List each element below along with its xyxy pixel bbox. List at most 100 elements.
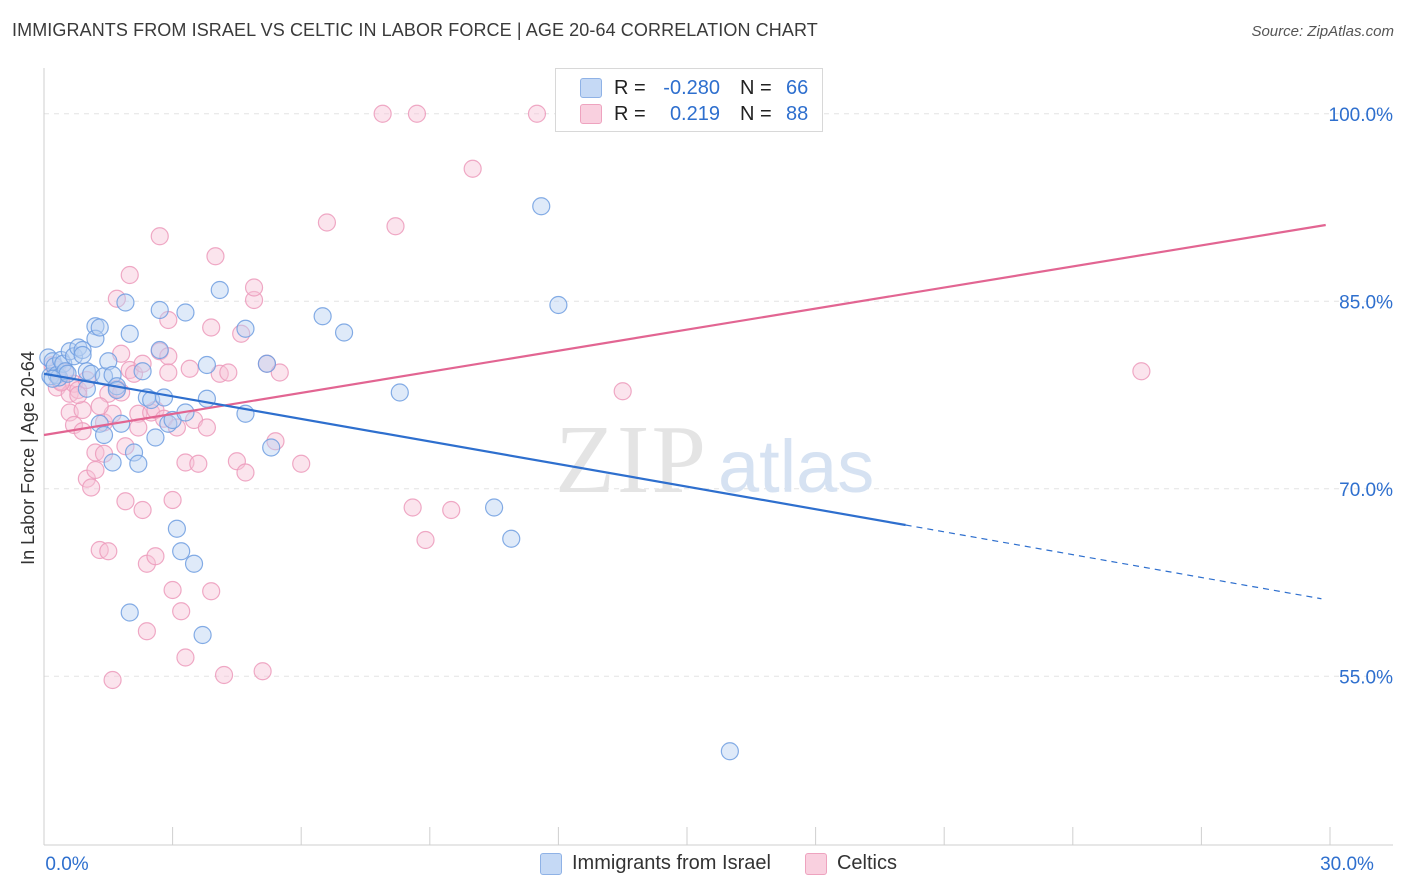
- israel-point: [390, 383, 409, 402]
- celtics-point: [386, 217, 405, 236]
- legend-label-celtics: Celtics: [836, 852, 897, 874]
- legend-row-israel: R = -0.280 N = 66: [580, 75, 808, 101]
- israel-point: [73, 340, 92, 360]
- axes: [43, 68, 1393, 846]
- israel-point: [532, 197, 551, 216]
- n-label: N =: [740, 76, 772, 99]
- celtics-point: [270, 363, 289, 382]
- israel-point: [176, 303, 195, 322]
- n-value-celtics: 88: [786, 102, 809, 125]
- celtics-point: [236, 463, 255, 482]
- celtics-trend-line: [43, 223, 1326, 437]
- israel-point: [107, 380, 126, 400]
- israel-point: [172, 542, 191, 561]
- celtics-point: [86, 460, 105, 480]
- israel-point: [334, 323, 354, 342]
- celtics-point: [292, 454, 311, 473]
- israel-point: [549, 295, 568, 315]
- israel-point: [99, 352, 118, 371]
- israel-point: [150, 300, 169, 320]
- celtics-point: [73, 400, 92, 420]
- legend-row-celtics: R = 0.219 N = 88: [580, 101, 808, 127]
- celtics-point: [202, 318, 221, 337]
- celtics-point: [317, 213, 337, 232]
- celtics-point: [73, 422, 92, 441]
- israel-point: [257, 354, 277, 373]
- celtics-point: [176, 648, 195, 667]
- israel-point: [210, 280, 229, 300]
- celtics-point: [163, 490, 182, 510]
- israel-point: [313, 307, 332, 326]
- celtics-point: [527, 104, 547, 123]
- celtics-point: [219, 363, 238, 382]
- legend-item-celtics[interactable]: Celtics: [804, 852, 897, 875]
- celtics-point: [253, 662, 272, 681]
- israel-trend-extension: [905, 524, 1322, 600]
- celtics-point: [202, 582, 221, 601]
- israel-point: [167, 519, 186, 538]
- celtics-point: [189, 454, 208, 473]
- celtics-point: [244, 278, 264, 297]
- israel-point: [197, 389, 216, 408]
- y-tick-label: 100.0%: [1329, 105, 1394, 126]
- r-label: R =: [614, 102, 646, 125]
- celtics-point: [442, 500, 461, 520]
- israel-point: [120, 603, 139, 622]
- celtics-point: [373, 104, 392, 123]
- israel-point: [133, 362, 152, 381]
- celtics-point: [159, 363, 178, 382]
- israel-point: [73, 345, 92, 365]
- chart-title: IMMIGRANTS FROM ISRAEL VS CELTIC IN LABO…: [12, 20, 818, 40]
- celtics-point: [416, 530, 435, 550]
- israel-legend-swatch: [540, 852, 562, 875]
- r-value-israel: -0.280: [663, 76, 720, 99]
- israel-point: [150, 340, 169, 360]
- celtics-point: [214, 665, 234, 685]
- legend-label-israel: Immigrants from Israel: [572, 852, 771, 874]
- series-legend: Immigrants from Israel Celtics: [540, 852, 931, 875]
- israel-point: [485, 498, 504, 517]
- y-tick-label: 55.0%: [1339, 667, 1393, 688]
- israel-points: [39, 197, 739, 761]
- israel-swatch: [580, 78, 602, 98]
- n-value-israel: 66: [786, 76, 809, 99]
- israel-point: [94, 425, 114, 445]
- celtics-point: [613, 382, 632, 401]
- celtics-point: [133, 354, 152, 373]
- israel-point: [193, 625, 212, 645]
- celtics-point: [150, 227, 169, 246]
- celtics-point: [90, 397, 109, 416]
- trend-lines: [43, 223, 1326, 600]
- source-credit: Source: ZipAtlas.com: [1251, 23, 1394, 40]
- legend-item-israel[interactable]: Immigrants from Israel: [540, 852, 771, 875]
- israel-point: [86, 329, 105, 348]
- celtics-point: [197, 418, 216, 437]
- celtics-point: [180, 359, 199, 378]
- israel-point: [103, 365, 122, 385]
- y-tick-labels: 100.0% 85.0% 70.0% 55.0%: [1329, 105, 1394, 689]
- y-tick-label: 70.0%: [1339, 480, 1393, 501]
- r-value-celtics: 0.219: [669, 102, 720, 125]
- israel-point: [720, 742, 739, 761]
- israel-point: [262, 438, 281, 457]
- watermark-zip: ZIP: [555, 406, 708, 514]
- celtics-point: [172, 602, 191, 621]
- celtics-point: [120, 265, 139, 285]
- celtics-point: [1132, 362, 1151, 381]
- y-tick-label: 85.0%: [1339, 292, 1393, 313]
- celtics-point: [116, 492, 135, 511]
- celtics-point: [407, 104, 427, 123]
- celtics-point: [403, 498, 422, 517]
- israel-point: [197, 355, 216, 375]
- celtics-point: [146, 547, 165, 566]
- israel-point: [103, 453, 122, 472]
- israel-trend-line: [43, 372, 906, 527]
- israel-point: [124, 443, 144, 462]
- israel-point: [502, 529, 521, 548]
- israel-point: [116, 293, 135, 312]
- israel-point: [129, 454, 148, 473]
- x-tick-label: 30.0%: [1320, 854, 1374, 875]
- israel-point: [120, 324, 139, 343]
- celtics-point: [133, 500, 152, 520]
